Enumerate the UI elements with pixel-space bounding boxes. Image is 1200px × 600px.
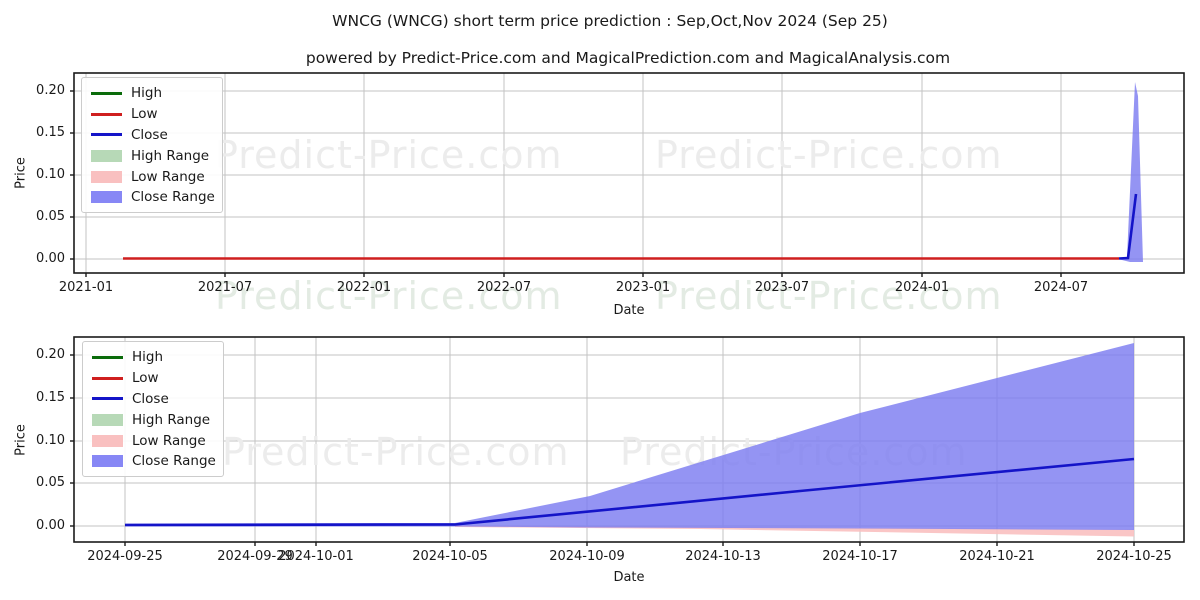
x-tick-label: 2022-01 (336, 280, 392, 295)
legend-row: Low Range (82, 166, 222, 187)
x-tick-label: 2024-10-09 (549, 549, 625, 564)
x-tick-label: 2024-07 (1033, 280, 1089, 295)
legend-row: High Range (82, 145, 222, 166)
watermark-text: Predict-Price.com (215, 133, 563, 177)
top-close-range-band (1118, 82, 1143, 262)
x-tick-label: 2024-09-29 (217, 549, 293, 564)
x-tick-label: 2024-10-01 (278, 549, 354, 564)
bottom-legend: High Low Close High Range Low Range Clos… (82, 341, 224, 477)
low-range-swatch (92, 434, 123, 447)
legend-label: Low (131, 106, 158, 123)
legend-row: High (83, 347, 223, 368)
high-range-swatch (91, 149, 122, 162)
legend-label: Close (131, 126, 168, 143)
legend-label: Low Range (132, 432, 206, 449)
x-tick-label: 2024-10-25 (1096, 549, 1172, 564)
close-range-swatch (92, 455, 123, 468)
low-line-swatch (92, 376, 123, 380)
legend-row: Close Range (82, 187, 222, 208)
bottom-chart: Predict-Price.com Predict-Price.com (70, 336, 1185, 546)
x-tick-label: 2023-01 (615, 280, 671, 295)
top-plot-border (73, 72, 1185, 274)
top-close-line (1118, 193, 1138, 260)
legend-label: Close Range (132, 453, 216, 470)
legend-row: Close (82, 125, 222, 146)
bottom-low-range-band (455, 525, 1134, 537)
watermark-text: Predict-Price.com (655, 274, 1003, 318)
bottom-close-line (124, 457, 1135, 527)
legend-label: High (131, 85, 163, 102)
high-line-swatch (91, 91, 122, 95)
x-tick-label: 2022-07 (476, 280, 532, 295)
legend-label: Low (132, 370, 159, 387)
x-tick-label: 2024-09-25 (87, 549, 163, 564)
watermark-text: Predict-Price.com (215, 274, 563, 318)
legend-label: High (132, 349, 164, 366)
top-x-axis-label: Date (613, 303, 645, 318)
y-tick-label: 0.15 (36, 125, 65, 140)
page-title: WNCG (WNCG) short term price prediction … (332, 12, 888, 30)
high-range-swatch (92, 413, 123, 426)
x-tick-label: 2024-01 (894, 280, 950, 295)
legend-label: Close (132, 390, 169, 407)
legend-row: High Range (83, 409, 223, 430)
x-tick-label: 2021-01 (58, 280, 114, 295)
bottom-plot-border (73, 336, 1185, 543)
page-subtitle: powered by Predict-Price.com and Magical… (305, 49, 951, 67)
close-line-swatch (92, 397, 123, 401)
legend-label: Close Range (131, 189, 215, 206)
top-tick-marks (70, 90, 1062, 277)
legend-label: High Range (131, 147, 210, 164)
close-line-swatch (91, 133, 122, 137)
bottom-tick-marks (70, 354, 1135, 546)
top-chart: Predict-Price.com Predict-Price.com Pred… (70, 72, 1185, 318)
low-range-swatch (91, 170, 122, 183)
legend-row: Close Range (83, 451, 223, 472)
x-tick-label: 2024-10-21 (959, 549, 1035, 564)
top-legend: High Low Close High Range Low Range Clos… (81, 77, 223, 213)
legend-row: Low (82, 104, 222, 125)
y-tick-label: 0.10 (36, 433, 65, 448)
legend-row: Close (83, 389, 223, 410)
x-tick-label: 2024-10-13 (685, 549, 761, 564)
low-line-swatch (91, 112, 122, 116)
y-tick-label: 0.05 (36, 209, 65, 224)
y-tick-label: 0.10 (36, 167, 65, 182)
x-tick-label: 2024-10-05 (412, 549, 488, 564)
watermark-text: Predict-Price.com (655, 133, 1003, 177)
y-tick-label: 0.05 (36, 475, 65, 490)
y-tick-label: 0.15 (36, 390, 65, 405)
watermark-text: Predict-Price.com (222, 430, 570, 474)
legend-row: Low (83, 368, 223, 389)
bottom-x-axis-label: Date (613, 570, 645, 585)
legend-label: Low Range (131, 168, 205, 185)
y-tick-label: 0.00 (36, 518, 65, 533)
high-line-swatch (92, 355, 123, 359)
close-range-swatch (91, 191, 122, 204)
legend-row: Low Range (83, 430, 223, 451)
y-tick-label: 0.20 (36, 347, 65, 362)
x-tick-label: 2023-07 (754, 280, 810, 295)
legend-row: High (82, 83, 222, 104)
x-tick-label: 2024-10-17 (822, 549, 898, 564)
x-tick-label: 2021-07 (197, 280, 253, 295)
y-tick-label: 0.20 (36, 83, 65, 98)
y-tick-label: 0.00 (36, 251, 65, 266)
legend-label: High Range (132, 411, 211, 428)
